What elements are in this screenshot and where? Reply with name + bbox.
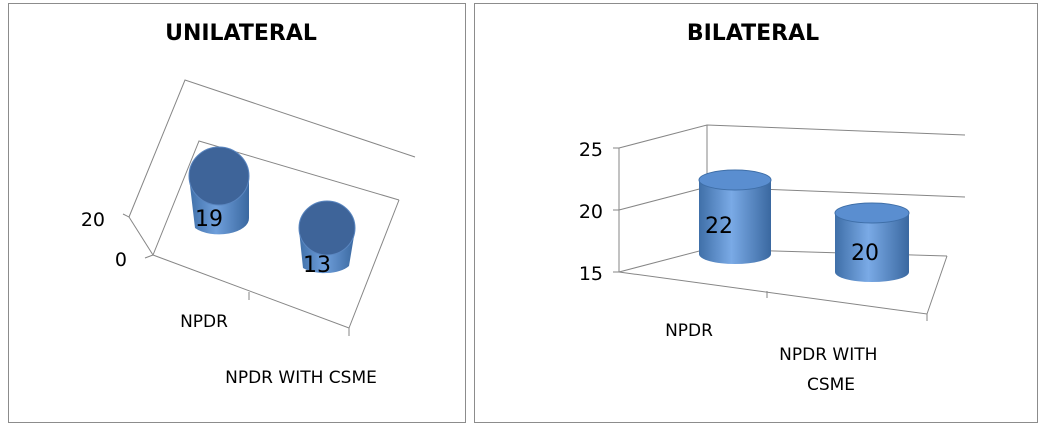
unilateral-chart-panel: UNILATERAL 20 0 19 13 NPDR NPDR WITH CSM… [8, 3, 466, 423]
bilateral-chart-panel: BILATERAL 25 20 15 22 20 NPDR NPDR WITH [474, 3, 1038, 423]
category-label-line-1: NPDR WITH [779, 345, 877, 365]
category-label-npdr-with-csme: NPDR WITH CSME [779, 345, 883, 395]
side-wall-edge [128, 216, 154, 256]
floor-edge [152, 199, 400, 329]
y-tick-label-15: 15 [579, 263, 603, 285]
data-label-npdr: 22 [705, 214, 733, 239]
y-tick-label-20: 20 [81, 209, 105, 231]
category-label-npdr-with-csme: NPDR WITH CSME [225, 368, 377, 388]
bar-npdr [698, 169, 772, 264]
data-label-npdr: 19 [195, 207, 223, 232]
bilateral-chart: BILATERAL 25 20 15 22 20 NPDR NPDR WITH [579, 21, 966, 395]
category-label-line-2: CSME [807, 375, 855, 395]
bar-npdr [188, 146, 250, 235]
y-tick-20 [122, 213, 130, 218]
back-wall-top [128, 79, 416, 218]
bar-npdr-with-csme [834, 202, 910, 282]
back-wall-inner [152, 140, 400, 256]
category-label-npdr: NPDR [665, 321, 713, 341]
chart-title: UNILATERAL [165, 21, 317, 46]
y-tick-label-20: 20 [579, 201, 603, 223]
gridline-25 [618, 124, 966, 149]
category-label-npdr: NPDR [180, 312, 228, 332]
gridline-20 [618, 186, 966, 211]
chart-title: BILATERAL [687, 21, 819, 46]
bar-npdr-with-csme [298, 200, 356, 274]
data-label-npdr-with-csme: 13 [303, 253, 331, 278]
y-tick-0 [144, 254, 154, 259]
y-tick-label-25: 25 [579, 139, 603, 161]
y-tick-label-0: 0 [115, 249, 127, 271]
unilateral-chart: UNILATERAL 20 0 19 13 NPDR NPDR WITH CSM… [81, 21, 416, 388]
data-label-npdr-with-csme: 20 [851, 241, 879, 266]
